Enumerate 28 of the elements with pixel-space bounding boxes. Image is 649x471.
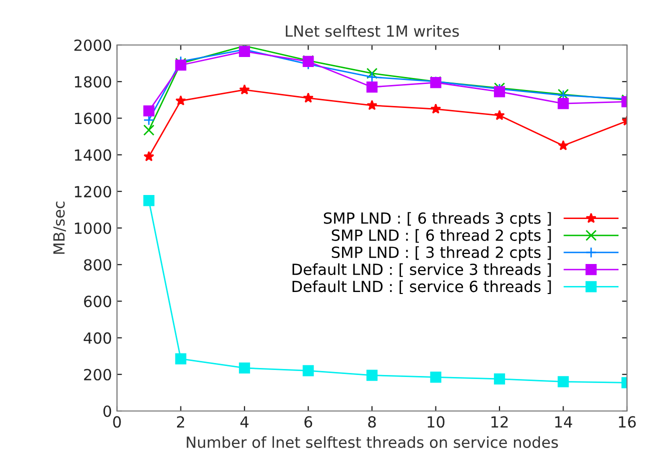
legend-label: SMP LND : [ 3 thread 2 cpts ]	[332, 246, 551, 262]
y-tick-label: 1600	[74, 112, 112, 124]
chart-title: LNet selftest 1M writes	[286, 25, 459, 37]
y-axis-title: MB/sec	[53, 202, 66, 254]
y-tick-label: 1200	[74, 186, 112, 198]
y-tick-label: 1400	[74, 149, 112, 161]
y-tick-label: 1000	[74, 222, 112, 234]
x-tick-label: 14	[555, 416, 572, 428]
x-tick-label: 0	[113, 416, 121, 428]
legend-label: Default LND : [ service 6 threads ]	[292, 280, 551, 294]
x-axis-title: Number of lnet selftest threads on service nodes	[186, 436, 558, 448]
x-tick-label: 10	[428, 416, 444, 428]
y-tick-label: 1800	[74, 76, 112, 88]
y-tick-label: 600	[84, 296, 112, 308]
x-tick-label: 4	[240, 416, 249, 428]
x-tick-label: 2	[177, 416, 184, 428]
x-tick-label: 16	[618, 416, 636, 428]
legend-label: SMP LND : [ 6 threads 3 cpts ]	[324, 212, 551, 227]
x-tick-label: 6	[304, 416, 312, 428]
legend-label: Default LND : [ service 3 threads ]	[292, 263, 551, 277]
y-tick-label: 200	[84, 368, 112, 380]
y-tick-label: 0	[103, 405, 112, 418]
x-tick-label: 8	[368, 416, 376, 428]
y-tick-label: 2000	[74, 39, 112, 52]
x-tick-label: 12	[491, 416, 508, 428]
y-tick-label: 400	[84, 332, 112, 344]
legend-label: SMP LND : [ 6 thread 2 cpts ]	[332, 229, 551, 244]
y-tick-label: 800	[84, 259, 112, 271]
